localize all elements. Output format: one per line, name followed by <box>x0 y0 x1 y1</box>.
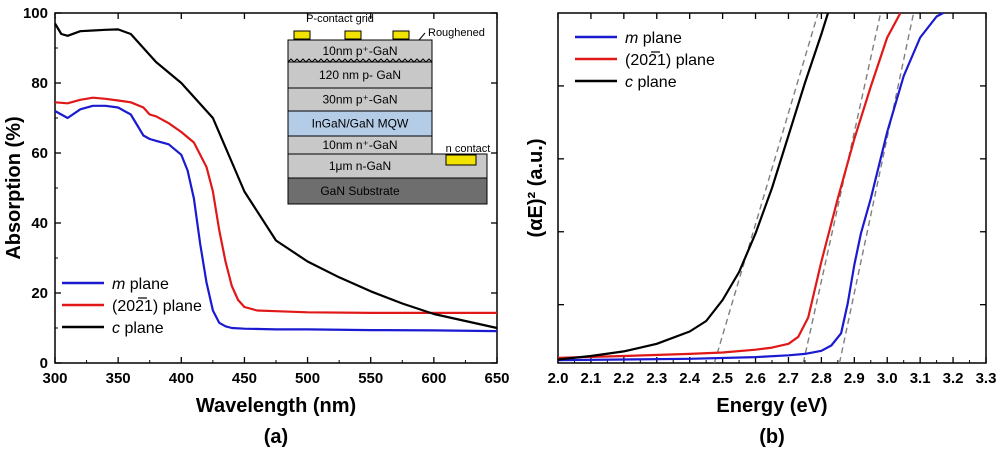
inset-p-contact-grid-label: P-contact grid <box>306 13 374 25</box>
panel-b-legend-label: c plane <box>625 74 677 91</box>
panel-b-series-2021-plane <box>557 12 902 359</box>
panel-b-x-tick-label: 2.8 <box>811 370 832 387</box>
panel-b-fit-lines <box>713 12 915 364</box>
panel-b-x-tick-label: 3.0 <box>877 370 898 387</box>
panel-b-x-tick-label: 2.9 <box>844 370 865 387</box>
panel-b-fit-line <box>802 12 882 364</box>
panel-a-x-axis-title: Wavelength (nm) <box>196 395 356 417</box>
inset-layer-label: InGaN/GaN MQW <box>312 117 409 131</box>
panel-a-x-tick-label: 450 <box>232 370 257 387</box>
panel-b-legend-label: m plane <box>625 30 682 47</box>
panel-b-x-tick-label: 3.2 <box>943 370 964 387</box>
panel-b-series-c-plane <box>557 12 830 361</box>
panel-a-legend: m plane (2021) plane c plane <box>62 276 202 337</box>
panel-b-tauc-chart: 2.0 2.1 2.2 2.3 2.4 2.5 2.6 2.7 2.8 2.9 3.0 3.1 3.2 3… <box>525 12 997 448</box>
panel-a-y-tick-label: 0 <box>40 355 48 372</box>
panel-b-x-tick-label: 2.5 <box>712 370 733 387</box>
panel-b-x-tick-label: 2.0 <box>548 370 569 387</box>
panel-a-ticks: 300 350 400 450 500 550 600 650 0 20 40 60 80 100 <box>23 5 510 387</box>
panel-a-y-tick-label: 20 <box>31 285 48 302</box>
inset-p-contact-pad <box>392 30 410 40</box>
inset-layer-7 <box>287 177 488 205</box>
panel-b-series-m-plane <box>557 12 944 362</box>
inset-layer-label: 120 nm p- GaN <box>319 68 401 82</box>
panel-a-y-tick-label: 80 <box>31 75 48 92</box>
inset-roughened-label: Roughened <box>428 27 485 39</box>
panel-a-x-tick-label: 300 <box>42 370 67 387</box>
inset-p-contact-pad <box>344 30 362 40</box>
inset-layer-4 <box>287 110 433 137</box>
panel-b-fit-line <box>713 12 819 364</box>
inset-layer-label: GaN Substrate <box>320 184 400 198</box>
panel-b-x-tick-label: 3.3 <box>976 370 997 387</box>
panel-a-series-2021-plane <box>54 96 497 314</box>
panel-b-legend: m plane (2021) plane c plane <box>575 30 715 91</box>
inset-p-contact-pad <box>293 30 311 40</box>
panel-a-series-c-plane <box>54 22 498 330</box>
panel-a-x-tick-label: 350 <box>106 370 131 387</box>
panel-b-fit-line <box>838 12 915 364</box>
panel-a-x-tick-label: 650 <box>484 370 509 387</box>
panel-b-ticks: 2.0 2.1 2.2 2.3 2.4 2.5 2.6 2.7 2.8 2.9 3.0 3.1 3.2 3… <box>548 13 997 387</box>
panel-b-x-axis-title: Energy (eV) <box>716 395 827 417</box>
panel-b-legend-label: (2021) plane <box>625 52 715 69</box>
panel-a-y-axis-title: Absorption (%) <box>3 116 25 259</box>
panel-a-legend-label: c plane <box>112 320 164 337</box>
inset-layer-label: 1μm n-GaN <box>329 159 391 173</box>
inset-n-contact-pad <box>445 154 477 166</box>
panel-a-x-tick-label: 600 <box>421 370 446 387</box>
panel-b-y-axis-title: (αE)² (a.u.) <box>525 139 547 238</box>
panel-b-x-tick-label: 2.2 <box>613 370 634 387</box>
panel-b-label: (b) <box>759 426 785 448</box>
panel-b-x-tick-label: 2.1 <box>580 370 601 387</box>
inset-roughened-interface <box>287 58 433 63</box>
panel-a-legend-label: m plane <box>112 276 169 293</box>
panel-b-x-tick-label: 2.6 <box>745 370 766 387</box>
panel-a-legend-label: (2021) plane <box>112 298 202 315</box>
panel-a-y-tick-label: 40 <box>31 215 48 232</box>
inset-n-contact-label: n contact <box>446 143 491 155</box>
panel-b-x-tick-label: 2.3 <box>646 370 667 387</box>
panel-a-x-tick-label: 500 <box>295 370 320 387</box>
led-structure-inset: P-contact grid Roughened 10nm p⁺-GaN 120 nm… <box>287 13 491 205</box>
panel-a-x-tick-label: 550 <box>358 370 383 387</box>
inset-layer-label: 30nm p⁺-GaN <box>322 93 397 107</box>
inset-layer-label: 10nm n⁺-GaN <box>322 138 397 152</box>
inset-layer-2 <box>287 61 433 89</box>
panel-a-x-tick-label: 400 <box>169 370 194 387</box>
panel-a-series <box>54 22 498 333</box>
panel-b-x-tick-label: 2.7 <box>778 370 799 387</box>
panel-a-label: (a) <box>264 426 288 448</box>
inset-layer-label: 10nm p⁺-GaN <box>322 44 397 58</box>
panel-b-x-tick-label: 3.1 <box>910 370 931 387</box>
panel-b-x-tick-label: 2.4 <box>679 370 701 387</box>
panel-a-y-tick-label: 100 <box>23 5 48 22</box>
panel-a-y-tick-label: 60 <box>31 145 48 162</box>
panel-b-series <box>557 12 944 362</box>
panel-a-absorption-chart: 300 350 400 450 500 550 600 650 0 20 40 60 80 100 m p… <box>3 5 510 448</box>
panel-a-series-m-plane <box>54 104 498 333</box>
